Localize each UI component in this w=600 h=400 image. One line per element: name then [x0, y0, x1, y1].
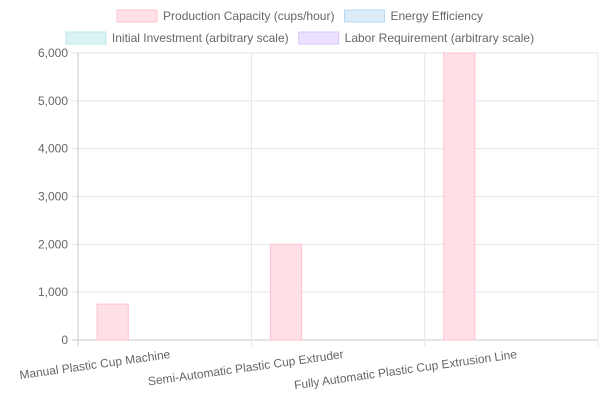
legend-swatch: [298, 31, 340, 45]
y-tick-label: 1,000: [38, 285, 68, 299]
grid-lines: [72, 52, 599, 346]
legend-label: Labor Requirement (arbitrary scale): [345, 31, 534, 45]
x-axis: Manual Plastic Cup MachineSemi-Automatic…: [19, 347, 519, 392]
y-tick-label: 2,000: [38, 237, 68, 251]
legend-item[interactable]: Production Capacity (cups/hour): [116, 9, 334, 23]
legend-label: Initial Investment (arbitrary scale): [112, 31, 289, 45]
bar[interactable]: [269, 243, 303, 341]
legend-label: Production Capacity (cups/hour): [163, 9, 334, 23]
legend-item[interactable]: Initial Investment (arbitrary scale): [65, 31, 289, 45]
y-tick-label: 4,000: [38, 142, 68, 156]
bar[interactable]: [96, 303, 129, 341]
legend-item[interactable]: Labor Requirement (arbitrary scale): [298, 31, 534, 45]
bar[interactable]: [443, 52, 476, 341]
y-axis: 0 1,000 2,000 3,000 4,000 5,000 6,000: [38, 46, 68, 347]
bars: [96, 52, 476, 341]
legend-swatch: [65, 31, 107, 45]
y-tick-label: 0: [61, 333, 68, 347]
legend-swatch: [343, 9, 385, 23]
y-tick-label: 5,000: [38, 94, 68, 108]
legend-swatch: [116, 9, 158, 23]
y-tick-label: 6,000: [38, 46, 68, 60]
legend: Production Capacity (cups/hour) Energy Ef…: [65, 9, 534, 45]
y-tick-label: 3,000: [38, 190, 68, 204]
legend-label: Energy Efficiency: [390, 9, 483, 23]
legend-item[interactable]: Energy Efficiency: [343, 9, 483, 23]
